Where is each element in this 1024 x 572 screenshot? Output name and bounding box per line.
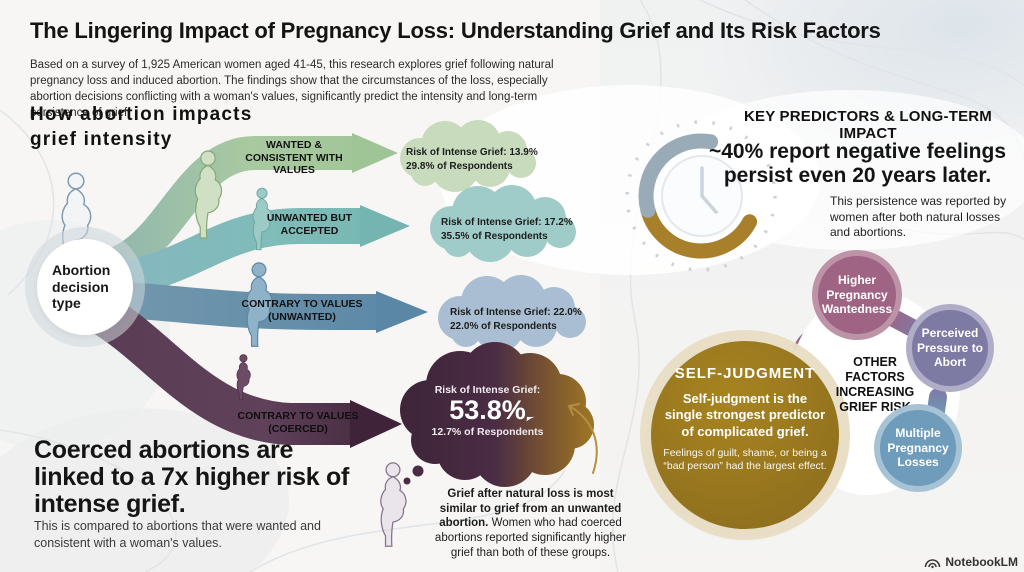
risk-label: Risk of Intense Grief: <box>434 384 541 396</box>
predictors-heading: KEY PREDICTORS & LONG-TERM IMPACT <box>744 108 992 142</box>
cloud-text-contrary-coerced: Risk of Intense Grief: 53.8% 12.7% of Re… <box>410 384 565 438</box>
intro-text: Based on a survey of 1,925 American wome… <box>30 59 554 120</box>
decision-hub-label: Abortion decision type <box>52 262 111 312</box>
coerced-callout-heading: Coerced abortions are linked to a 7x hig… <box>34 436 349 518</box>
flow-arrow-contrary-coerced <box>84 291 402 448</box>
factor-bubble-perceived-pressure: Perceived Pressure to Abort <box>906 304 994 392</box>
persistence-stat: ~40% report negative feelings persist ev… <box>708 140 1007 187</box>
coerced-callout-body: This is compared to abortions that were … <box>34 519 321 550</box>
watermark: NotebookLM <box>924 555 1018 569</box>
respondents-line: 22.0% of Respondents <box>450 320 557 332</box>
persistence-stat-note: This persistence was reported by women a… <box>830 194 1007 240</box>
flow-arrow-unwanted-accepted <box>100 205 410 298</box>
arrow-label-contrary-coerced: CONTRARY TO VALUES (COERCED) <box>237 410 359 435</box>
respondents-line: 35.5% of Respondents <box>441 230 548 242</box>
page-title: The Lingering Impact of Pregnancy Loss: … <box>30 18 881 43</box>
decision-hub: Abortion decision type <box>37 239 133 335</box>
respondents-line: 29.8% of Respondents <box>406 160 513 172</box>
factor-bubble-higher-wantedness: Higher Pregnancy Wantedness <box>812 250 902 340</box>
self-judgment-title: SELF-JUDGMENT <box>674 365 816 382</box>
risk-value: 53.8% <box>449 395 526 425</box>
flow-heading: How abortion impacts grief intensity <box>30 104 253 150</box>
cloud-unwanted-accepted <box>430 185 576 262</box>
self-judgment-statement: Self-judgment is the single strongest pr… <box>664 391 826 439</box>
flow-arrow-wanted-consistent <box>96 133 398 285</box>
comparison-note-rest: Women who had coerced abortions reported… <box>434 517 627 559</box>
comparison-note: Grief after natural loss is most similar… <box>428 487 633 561</box>
flow-arrow-contrary-unwanted <box>100 280 428 333</box>
pregnant-figure-lavender-outline <box>380 462 407 547</box>
notebooklm-logo-icon <box>925 558 941 568</box>
respondents-line: 12.7% of Respondents <box>431 425 544 438</box>
cloud-contrary-coerced <box>400 342 594 487</box>
arrow-label-wanted-consistent: WANTED & CONSISTENT WITH VALUES <box>245 139 343 177</box>
risk-line: Risk of Intense Grief: 22.0% <box>450 307 582 318</box>
factor-bubble-multiple-losses: Multiple Pregnancy Losses <box>874 404 962 492</box>
risk-line: Risk of Intense Grief: 13.9% <box>406 147 538 158</box>
risk-line: Risk of Intense Grief: 17.2% <box>441 217 573 228</box>
cloud-wanted-consistent <box>400 120 536 192</box>
arrow-label-unwanted-accepted: UNWANTED BUT ACCEPTED <box>266 212 353 237</box>
self-judgment-detail: Feelings of guilt, shame, or being a “ba… <box>663 446 827 473</box>
self-judgment-circle: SELF-JUDGMENT Self-judgment is the singl… <box>651 341 839 529</box>
cloud-text-unwanted-accepted: Risk of Intense Grief: 17.2% 35.5% of Re… <box>441 216 591 243</box>
cloud-contrary-unwanted <box>438 275 586 352</box>
comparison-note-bold: Grief after natural loss is most similar… <box>439 488 622 530</box>
annotation-curved-arrow <box>567 403 598 474</box>
clock-graphic <box>625 120 777 272</box>
watermark-text: NotebookLM <box>945 555 1018 569</box>
arrow-label-contrary-unwanted: CONTRARY TO VALUES (UNWANTED) <box>241 298 363 323</box>
cloud-text-contrary-unwanted: Risk of Intense Grief: 22.0% 22.0% of Re… <box>450 306 600 333</box>
cloud-text-wanted-consistent: Risk of Intense Grief: 13.9% 29.8% of Re… <box>406 146 556 173</box>
thought-dots <box>403 465 424 485</box>
